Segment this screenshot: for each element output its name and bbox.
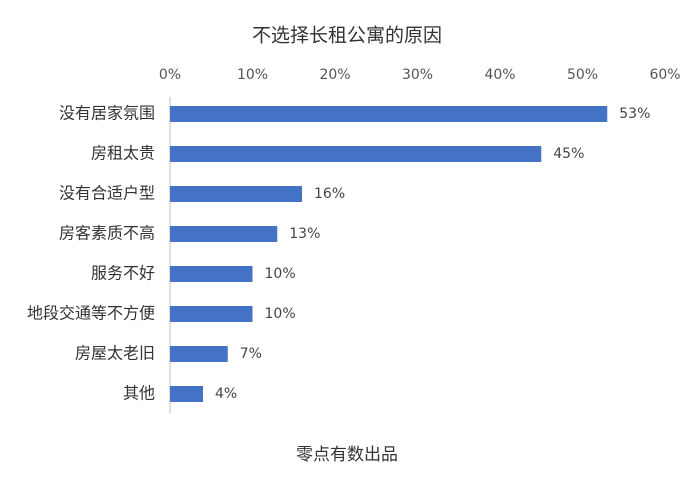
bar bbox=[170, 306, 253, 322]
value-label: 16% bbox=[314, 186, 345, 202]
value-label: 7% bbox=[240, 346, 262, 362]
value-label: 4% bbox=[215, 386, 237, 402]
bar bbox=[170, 146, 542, 162]
y-tick-label: 房租太贵 bbox=[91, 144, 155, 163]
y-tick-label: 没有合适户型 bbox=[59, 184, 155, 203]
y-tick-label: 其他 bbox=[123, 384, 155, 403]
y-tick-label: 房客素质不高 bbox=[59, 224, 155, 243]
x-tick-label: 0% bbox=[159, 67, 181, 83]
bar bbox=[170, 226, 278, 242]
x-tick-label: 60% bbox=[649, 67, 680, 83]
x-tick-label: 50% bbox=[567, 67, 598, 83]
bar bbox=[170, 186, 302, 202]
x-tick-label: 30% bbox=[402, 67, 433, 83]
y-tick-label: 地段交通等不方便 bbox=[27, 304, 155, 323]
bar bbox=[170, 266, 253, 282]
x-tick-label: 10% bbox=[237, 67, 268, 83]
y-tick-label: 房屋太老旧 bbox=[75, 344, 155, 363]
value-label: 53% bbox=[619, 106, 650, 122]
bar bbox=[170, 346, 228, 362]
value-label: 10% bbox=[265, 266, 296, 282]
bar bbox=[170, 386, 203, 402]
x-tick-label: 40% bbox=[484, 67, 515, 83]
value-label: 10% bbox=[265, 306, 296, 322]
y-tick-label: 没有居家氛围 bbox=[59, 104, 155, 123]
value-label: 13% bbox=[289, 226, 320, 242]
x-tick-label: 20% bbox=[319, 67, 350, 83]
bar bbox=[170, 106, 608, 122]
y-tick-label: 服务不好 bbox=[91, 264, 155, 283]
source: 零点有数出品 bbox=[296, 445, 398, 465]
chart-title: 不选择长租公寓的原因 bbox=[252, 25, 442, 47]
value-label: 45% bbox=[553, 146, 584, 162]
